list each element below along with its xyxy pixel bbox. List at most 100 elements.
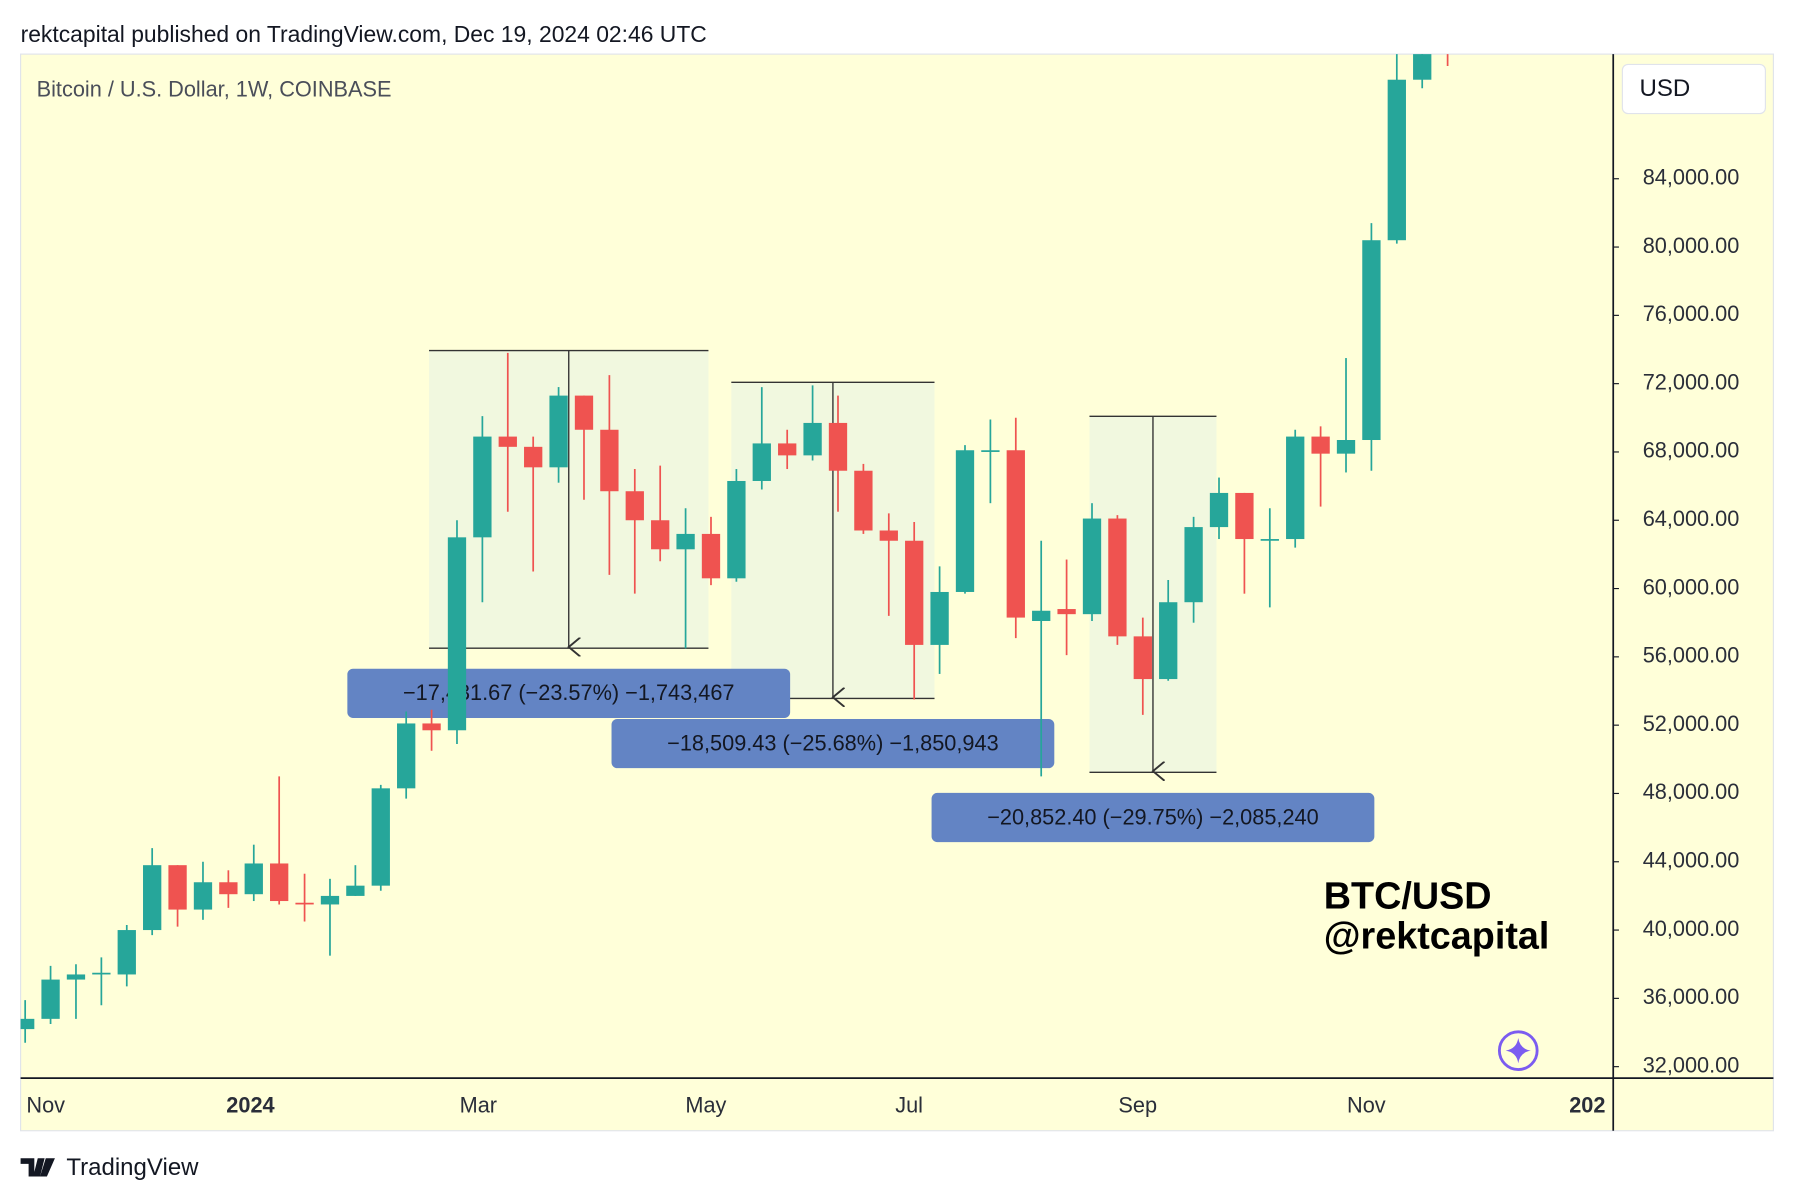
candle bbox=[752, 387, 771, 490]
y-tick-label: 32,000.00 bbox=[1643, 1052, 1740, 1077]
candle-body bbox=[1387, 79, 1406, 241]
candle-body bbox=[727, 480, 746, 579]
candle-body bbox=[92, 972, 111, 975]
candle-body bbox=[397, 723, 416, 789]
y-tick-label: 52,000.00 bbox=[1643, 711, 1740, 736]
candle bbox=[1057, 559, 1076, 656]
candle bbox=[371, 784, 390, 891]
candle bbox=[1311, 426, 1330, 507]
candle-body bbox=[625, 491, 644, 521]
x-tick-label: 202 bbox=[1569, 1092, 1605, 1117]
candle bbox=[66, 964, 86, 1019]
candle bbox=[930, 566, 949, 674]
candle-body bbox=[524, 446, 543, 468]
candle-body bbox=[1235, 492, 1254, 540]
candle bbox=[574, 395, 594, 500]
candle-body bbox=[1159, 602, 1178, 680]
candle-body bbox=[701, 533, 721, 579]
watermark-pair: BTC/USD bbox=[1324, 874, 1492, 916]
measure-label: −17,431.67 (−23.57%) −1,743,467 bbox=[347, 668, 791, 718]
candle-body bbox=[270, 863, 289, 902]
candle bbox=[1082, 503, 1102, 622]
candle bbox=[295, 873, 314, 922]
candle bbox=[828, 395, 848, 512]
candle-body bbox=[600, 429, 619, 492]
candle bbox=[219, 870, 238, 908]
candle bbox=[20, 1000, 35, 1043]
candle-body bbox=[20, 1018, 35, 1030]
candle bbox=[1209, 477, 1229, 540]
currency-label[interactable]: USD bbox=[1640, 75, 1691, 102]
currency-box[interactable] bbox=[1621, 63, 1766, 115]
candle bbox=[549, 387, 568, 483]
measure-label-box bbox=[931, 792, 1375, 843]
candle bbox=[1286, 429, 1305, 548]
candle-body bbox=[1082, 518, 1102, 615]
candle bbox=[92, 957, 111, 1006]
candle bbox=[905, 521, 924, 700]
symbol-title: Bitcoin / U.S. Dollar, 1W, COINBASE bbox=[37, 76, 392, 101]
candle bbox=[117, 924, 136, 987]
candle bbox=[1108, 515, 1127, 645]
assistant-icon[interactable] bbox=[1497, 1030, 1539, 1071]
candle-body bbox=[1133, 636, 1152, 680]
candle bbox=[1387, 54, 1406, 244]
y-tick-label: 72,000.00 bbox=[1643, 369, 1740, 394]
candle bbox=[498, 352, 517, 512]
candle-body bbox=[1362, 240, 1381, 441]
measure-label-text: −20,852.40 (−29.75%) −2,085,240 bbox=[987, 804, 1319, 829]
candle-body bbox=[1006, 450, 1025, 618]
candle-body bbox=[955, 450, 975, 592]
candle bbox=[1133, 617, 1152, 715]
candle bbox=[1006, 417, 1025, 639]
candle-body bbox=[447, 537, 467, 731]
x-tick-label: 2024 bbox=[226, 1092, 274, 1117]
candle-body bbox=[549, 395, 568, 468]
candle-body bbox=[879, 530, 898, 541]
candle-body bbox=[1311, 436, 1330, 454]
candle-body bbox=[930, 591, 949, 645]
candle bbox=[397, 711, 416, 799]
candle bbox=[1362, 223, 1381, 471]
candle-body bbox=[1032, 610, 1051, 622]
candle bbox=[1159, 580, 1178, 681]
candle-body bbox=[1260, 539, 1279, 541]
y-tick-label: 36,000.00 bbox=[1643, 984, 1740, 1009]
candle-body bbox=[803, 422, 822, 456]
candle bbox=[803, 385, 822, 461]
candle bbox=[1184, 516, 1203, 623]
candle bbox=[651, 465, 670, 562]
candle-body bbox=[651, 520, 670, 550]
candle-body bbox=[981, 450, 1000, 452]
x-tick-label: Jul bbox=[895, 1092, 923, 1117]
footer-brand: TradingView bbox=[66, 1154, 199, 1181]
candle bbox=[1260, 508, 1279, 608]
candle bbox=[727, 469, 746, 582]
candle bbox=[320, 878, 340, 956]
y-tick-label: 80,000.00 bbox=[1643, 233, 1740, 258]
candle bbox=[701, 516, 721, 586]
candle-body bbox=[422, 723, 441, 731]
y-tick-label: 76,000.00 bbox=[1643, 301, 1740, 326]
plot-pane: −17,431.67 (−23.57%) −1,743,467 −18,509.4… bbox=[20, 54, 1449, 1043]
measure-label: −18,509.43 (−25.68%) −1,850,943 bbox=[611, 718, 1055, 769]
candle bbox=[524, 436, 543, 572]
candle-body bbox=[828, 422, 848, 471]
candle bbox=[346, 865, 365, 896]
candle-body bbox=[752, 443, 771, 481]
candle-body bbox=[66, 974, 86, 980]
watermark-author: @rektcapital bbox=[1324, 914, 1550, 956]
candle bbox=[676, 508, 695, 649]
candle bbox=[168, 865, 187, 927]
candle-body bbox=[473, 436, 492, 538]
candle bbox=[1413, 54, 1432, 89]
candle-body bbox=[346, 885, 365, 896]
candle bbox=[879, 513, 898, 616]
candle-body bbox=[574, 395, 594, 430]
candle bbox=[981, 419, 1000, 504]
candle bbox=[1336, 358, 1356, 473]
measure-label-text: −18,509.43 (−25.68%) −1,850,943 bbox=[667, 730, 999, 755]
y-tick-label: 48,000.00 bbox=[1643, 779, 1740, 804]
